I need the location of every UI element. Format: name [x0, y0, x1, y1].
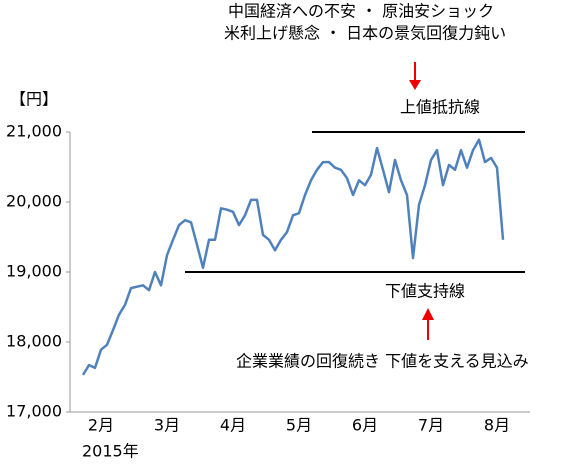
y-tick-label: 20,000 [6, 192, 62, 211]
x-tick-label: 4月 [220, 416, 246, 435]
y-tick-label: 18,000 [6, 332, 62, 351]
y-tick-label: 21,000 [6, 122, 62, 141]
x-tick-label: 3月 [154, 416, 180, 435]
reference-label: 下値支持線 [385, 282, 465, 301]
reference-label: 上値抵抗線 [400, 98, 480, 117]
annotation: 企業業績の回復続き 下値を支える見込み [236, 352, 529, 371]
x-axis-label: 2015年 [82, 442, 139, 461]
annotation: 中国経済への不安 ・ 原油安ショック [228, 2, 494, 21]
x-tick-label: 6月 [352, 416, 378, 435]
x-tick-label: 7月 [418, 416, 444, 435]
y-axis-label: 【円】 [10, 90, 58, 109]
x-tick-label: 2月 [88, 416, 114, 435]
y-tick-label: 19,000 [6, 262, 62, 281]
annotation: 米利上げ懸念 ・ 日本の景気回復力鈍い [224, 24, 506, 43]
arrow-head [409, 80, 421, 90]
arrow-head [422, 308, 434, 320]
line [81, 138, 505, 376]
x-tick-label: 5月 [286, 416, 312, 435]
x-tick-label: 8月 [484, 416, 510, 435]
y-tick-label: 17,000 [6, 402, 62, 421]
